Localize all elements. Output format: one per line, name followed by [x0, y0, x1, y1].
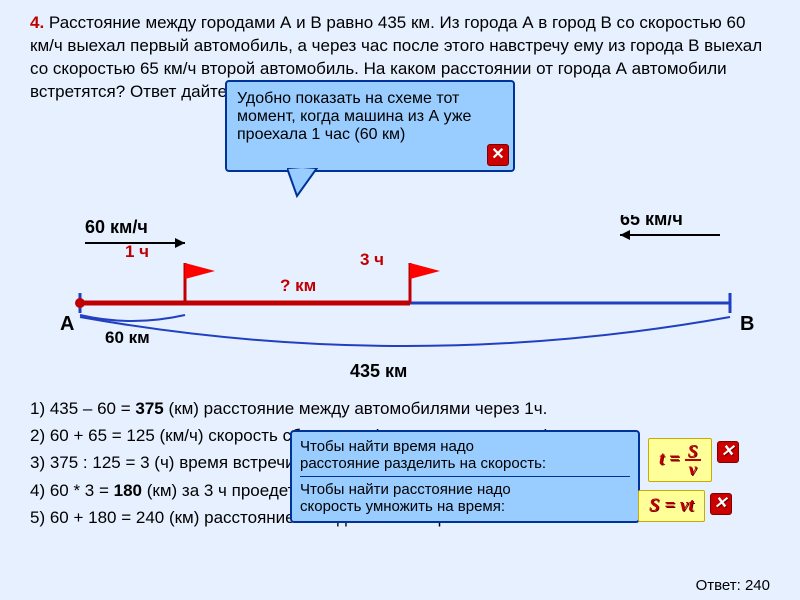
- unknown-km: ? км: [280, 276, 316, 295]
- speed-b-label: 65 км/ч: [620, 215, 683, 229]
- answer: Ответ: 240: [696, 577, 770, 594]
- speed-a-label: 60 км/ч: [85, 217, 148, 237]
- time-3h: 3 ч: [360, 250, 384, 269]
- callout-tail: [287, 168, 327, 198]
- callout-text: Удобно показать на схеме тот момент, ког…: [237, 90, 471, 143]
- point-a: А: [60, 313, 74, 335]
- close-icon[interactable]: ✕: [710, 493, 732, 515]
- diagram-svg: 60 км/ч 65 км/ч 1 ч 3 ч: [30, 215, 770, 390]
- time-1h: 1 ч: [125, 242, 149, 261]
- dist-60km: 60 км: [105, 328, 150, 347]
- close-icon[interactable]: ✕: [717, 441, 739, 463]
- slide: 4. Расстояние между городами А и В равно…: [0, 0, 800, 600]
- hint-box: Чтобы найти время надо расстояние раздел…: [290, 430, 640, 523]
- problem-number: 4.: [30, 13, 44, 32]
- formula-t: t = Sv ✕: [648, 438, 712, 482]
- dist-total: 435 км: [350, 361, 407, 381]
- close-icon[interactable]: ✕: [487, 144, 509, 166]
- step-1: 1) 435 – 60 = 375 (км) расстояние между …: [30, 395, 770, 422]
- point-b: В: [740, 313, 754, 335]
- callout-tip: Удобно показать на схеме тот момент, ког…: [225, 80, 515, 172]
- formula-s: S = vt ✕: [638, 490, 705, 522]
- diagram: 60 км/ч 65 км/ч 1 ч 3 ч: [30, 215, 770, 375]
